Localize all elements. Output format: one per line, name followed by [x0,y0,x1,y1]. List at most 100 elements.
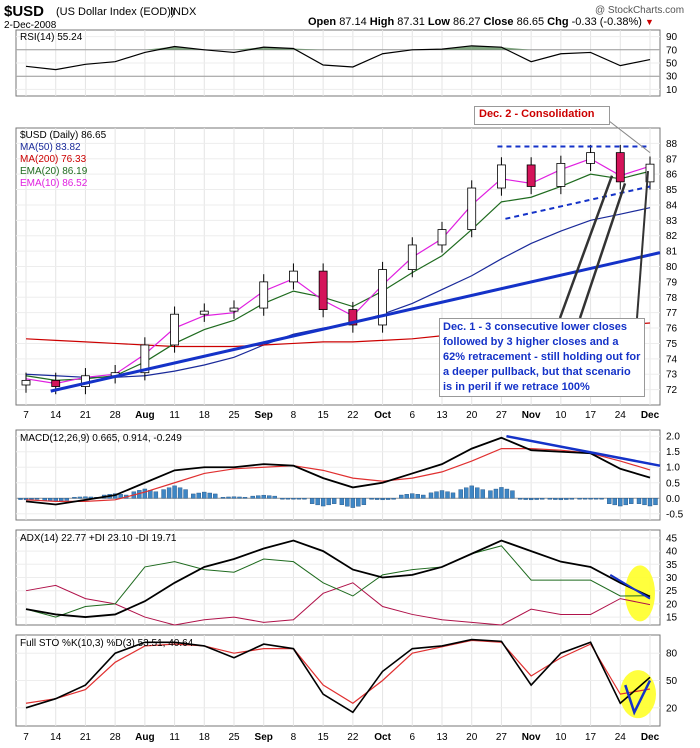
x-axis-label: 24 [615,410,627,421]
rsi-overbought-fill [501,47,532,50]
x-axis-label: Nov [522,410,541,421]
down-arrow-icon: ▼ [645,17,654,27]
rsi-line [25,45,651,71]
x-axis-label: 7 [23,732,29,743]
macd-histogram-bar [226,496,231,499]
macd-histogram-bar [166,487,172,499]
macd-histogram-bar [607,498,612,504]
macd-histogram-bar [629,498,634,504]
chg-value: -0.33 (-0.38%) [571,16,642,28]
macd-histogram-bar [350,498,356,508]
close-value: 86.65 [516,16,545,28]
x-axis-label: 20 [466,732,478,743]
macd-histogram-bar [582,498,588,500]
price-legend-item: $USD (Daily) 86.65 [20,130,107,141]
macd-histogram-bar [285,498,291,500]
adx-tick-label: 15 [666,613,678,624]
macd-histogram-bar [196,492,201,499]
price-ema20-line [25,170,651,381]
high-label: High [369,16,395,28]
commentary-connector [578,183,627,319]
x-axis-label: 6 [410,410,416,421]
adx-trend-line [609,574,651,600]
macd-histogram-bar [434,491,439,499]
adx-line [25,539,651,618]
macd-histogram-bar [410,493,415,499]
macd-histogram-bar [599,498,604,500]
macd-histogram-bar [445,491,450,499]
macd-histogram-bar [191,493,196,499]
price-tick-label: 81 [666,247,678,258]
sto-tick-label: 20 [666,703,678,714]
price-candle [526,164,536,187]
rsi-tick-label: 50 [666,59,678,70]
adx-tick-label: 25 [666,586,678,597]
macd-histogram-bar [517,498,523,500]
price-tick-label: 80 [666,262,678,273]
macd-histogram-bar [415,494,420,499]
macd-tick-label: 0.5 [666,478,680,489]
macd-histogram-bar [220,496,226,499]
x-axis-label: Dec [641,732,660,743]
macd-histogram-bar [320,498,326,507]
macd-histogram-bar [237,496,242,499]
macd-histogram-bar [504,488,510,499]
macd-histogram-bar [172,485,177,499]
low-label: Low [427,16,450,28]
x-axis-label: 27 [496,732,508,743]
adx-tick-label: 20 [666,599,678,610]
macd-histogram-bar [618,498,623,507]
price-tick-label: 76 [666,324,678,335]
macd-histogram-bar [523,498,528,500]
macd-histogram-bar [309,498,315,504]
macd-histogram-bar [458,489,463,499]
price-tick-label: 72 [666,385,678,396]
price-legend-item: MA(200) 76.33 [20,154,87,165]
consolidation-annotation: Dec. 2 - Consolidation [474,106,610,125]
close-label: Close [483,16,514,28]
adx-plus-di-line [25,545,651,618]
macd-histogram-bar [77,496,83,499]
x-axis-label: 28 [110,410,122,421]
chart-name: (US Dollar Index (EOD)) [56,6,175,18]
price-candle [140,344,150,374]
macd-histogram-bar [34,498,40,500]
adx-tick-label: 30 [666,573,678,584]
adx-minus-di-line [25,582,651,626]
x-axis-label: 11 [169,732,180,743]
macd-histogram-bar [623,498,628,506]
adx-tick-label: 45 [666,533,678,544]
macd-histogram-bar [83,496,88,499]
macd-histogram-bar [469,485,474,499]
x-axis-label: 25 [228,410,240,421]
x-axis-label: 15 [318,732,330,743]
macd-trend-line [506,434,661,467]
price-tick-label: 75 [666,339,678,350]
rsi-overbought-fill [144,46,175,50]
x-axis-label: Sep [255,410,273,421]
x-axis-label: 27 [496,410,508,421]
price-legend-item: MA(50) 83.82 [20,142,81,153]
price-tick-label: 78 [666,293,678,304]
price-candle [437,229,447,246]
macd-histogram-bar [315,498,320,506]
price-tick-label: 73 [666,370,678,381]
watermark: @ StockCharts.com [595,5,685,16]
macd-histogram-bar [250,495,255,499]
x-axis-label: 28 [110,732,122,743]
macd-histogram-bar [569,498,575,500]
ohlc-readout: Open 87.14 High 87.31 Low 86.27 Close 86… [308,16,654,28]
macd-tick-label: 2.0 [666,432,680,443]
x-axis-label: 21 [80,410,92,421]
x-axis-label: Oct [374,732,391,743]
sto-v-mark [624,679,652,716]
adx-tick-label: 35 [666,560,678,571]
x-axis-label: 18 [199,410,211,421]
price-tick-label: 86 [666,170,678,181]
x-axis-label: 20 [466,410,478,421]
macd-histogram-bar [326,498,331,506]
macd-histogram-bar [72,496,77,499]
macd-histogram-bar [577,498,582,500]
x-axis-label: 17 [585,732,597,743]
macd-histogram-bar [42,498,47,501]
